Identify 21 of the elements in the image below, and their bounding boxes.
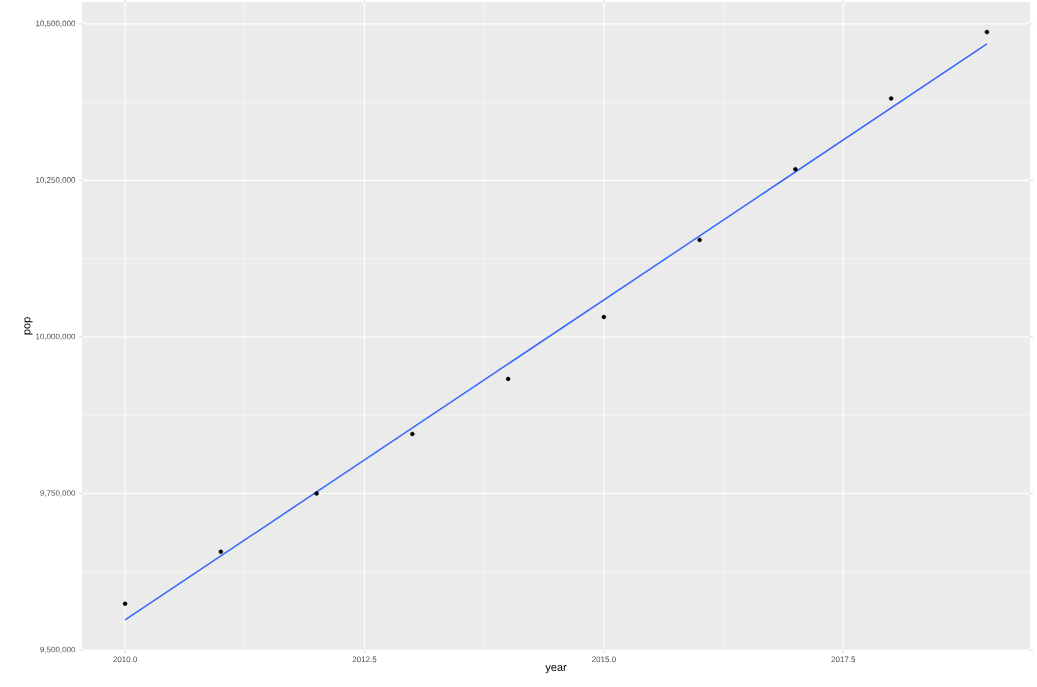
point xyxy=(314,491,319,496)
x-axis-title: year xyxy=(545,665,567,674)
point xyxy=(793,166,798,172)
point xyxy=(410,431,415,437)
point xyxy=(697,237,702,243)
point xyxy=(888,96,894,101)
point xyxy=(984,29,990,35)
y-tick-label: 10,500,000 xyxy=(36,20,76,28)
y-tick-label: 10,000,000 xyxy=(36,333,76,341)
x-tick-label: 2010.0 xyxy=(113,656,138,663)
point xyxy=(122,601,128,606)
point xyxy=(505,376,511,382)
y-tick-label: 10,250,000 xyxy=(36,177,76,184)
y-tick-label: 9,500,000 xyxy=(40,646,76,654)
x-tick-label: 2015.0 xyxy=(592,656,616,663)
x-tick-label: 2017.5 xyxy=(831,656,856,663)
point xyxy=(601,314,607,320)
point xyxy=(218,549,224,554)
y-axis-title: pop xyxy=(24,317,33,335)
y-tick-label: 9,750,000 xyxy=(40,490,76,497)
x-tick-label: 2012.5 xyxy=(352,656,377,663)
